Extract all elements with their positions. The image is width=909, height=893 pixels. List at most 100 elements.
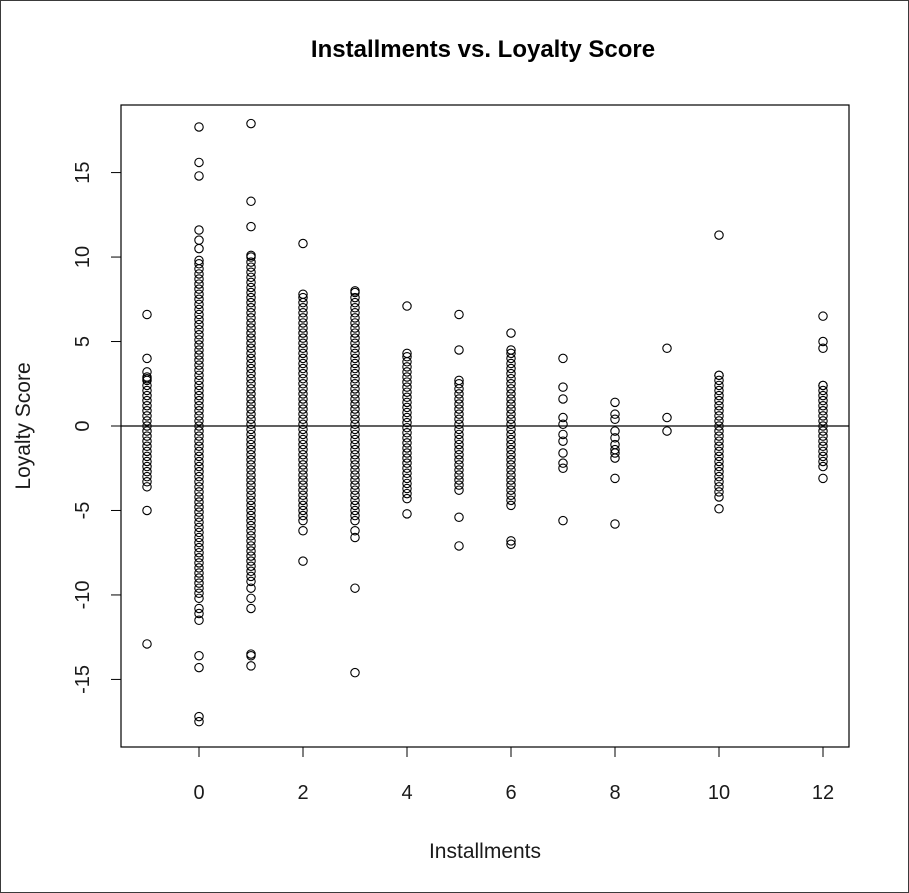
data-point [194,588,204,599]
data-point [246,196,256,207]
data-point [142,426,152,436]
data-point [350,318,360,328]
data-point [246,520,256,531]
data-point [818,390,828,401]
data-point [142,639,152,649]
data-point [142,353,152,364]
data-point [194,345,204,355]
data-point [714,441,724,452]
data-point [194,446,204,457]
data-point [142,406,152,416]
data-point [818,456,828,467]
data-point [194,122,204,132]
data-point [506,368,516,379]
data-point [402,438,412,448]
data-point [194,593,204,604]
x-tick-label: 12 [812,782,834,804]
data-point [350,308,360,318]
chart-title: Installments vs. Loyalty Score [311,36,655,63]
data-point [350,389,360,399]
data-point [246,333,256,343]
data-point [194,309,204,320]
data-point [298,465,308,475]
x-tick-label: 10 [708,782,730,804]
data-point [194,558,204,568]
data-point [350,333,360,343]
data-point [454,444,464,455]
data-point [714,370,724,381]
data-point [454,389,464,399]
data-point [142,411,152,421]
data-point [142,431,152,441]
data-point [194,461,204,472]
data-point [194,487,204,497]
data-point [818,336,828,347]
data-point [454,424,464,435]
data-point [818,395,828,406]
data-point [298,409,308,419]
data-point [818,385,828,396]
data-point [454,449,464,460]
data-point [194,492,204,502]
data-point [246,460,256,470]
data-point [350,449,360,460]
data-point [818,411,828,421]
data-point [194,477,204,487]
data-point [194,360,204,370]
data-point [454,439,464,450]
data-point [506,485,516,495]
data-point [454,414,464,424]
data-point [818,380,828,391]
data-point [818,451,828,462]
data-point [246,515,256,526]
data-points [142,118,828,727]
data-point [246,328,256,338]
data-point [246,490,256,501]
data-point [818,446,828,457]
data-point [506,419,516,430]
data-point [818,436,828,446]
data-point [246,262,256,272]
data-point [142,367,152,377]
data-point [298,449,308,460]
data-point [818,416,828,426]
data-point [818,426,828,436]
data-point [298,404,308,414]
data-point [350,485,360,495]
y-tick-label: -10 [72,580,94,609]
data-point [246,556,256,566]
data-point [350,583,360,593]
data-point [350,495,360,506]
data-point [298,434,308,445]
data-point [298,419,308,430]
data-point [194,299,204,310]
data-point [246,475,256,485]
data-point [454,394,464,404]
data-point [714,380,724,391]
data-point [350,313,360,323]
data-point [194,568,204,578]
data-point [246,465,256,475]
data-point [142,461,152,472]
data-point [298,525,308,536]
data-point [350,439,360,450]
data-point [350,429,360,440]
data-point [246,373,256,384]
data-point [194,235,204,245]
data-point [558,463,568,473]
data-point [454,455,464,465]
data-point [818,400,828,411]
data-point [246,353,256,364]
data-point [298,379,308,389]
data-point [714,230,724,240]
data-point [350,394,360,404]
data-point [350,338,360,348]
data-point [454,470,464,480]
data-point [506,536,516,546]
data-point [194,355,204,365]
data-point [194,547,204,558]
data-point [298,348,308,359]
data-point [246,389,256,399]
y-tick-label: -15 [72,665,94,694]
data-point [298,363,308,374]
